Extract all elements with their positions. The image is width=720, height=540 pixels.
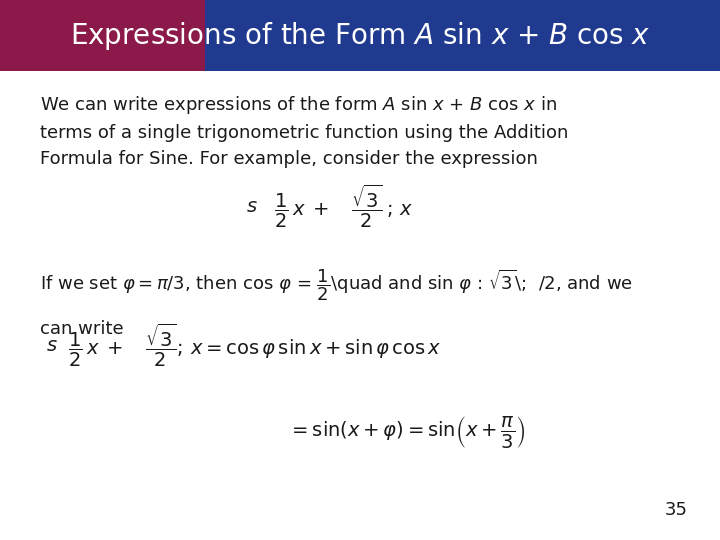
Text: If we set $\varphi = \pi/3$, then cos $\varphi$ = $\dfrac{1}{2}$\quad and sin $\: If we set $\varphi = \pi/3$, then cos $\… — [40, 267, 633, 338]
Text: $\dfrac{1}{2}\,x\; +\quad\dfrac{\sqrt{3}}{2}$$;\, x = \cos\varphi\,\sin x + \sin: $\dfrac{1}{2}\,x\; +\quad\dfrac{\sqrt{3}… — [68, 322, 442, 369]
Text: $s$: $s$ — [46, 336, 58, 355]
Text: $s$: $s$ — [246, 197, 258, 216]
Text: We can write expressions of the form $A$ sin $x$ + $B$ cos $x$ in
terms of a sin: We can write expressions of the form $A$… — [40, 94, 568, 168]
Text: $= \sin(x + \varphi) = \sin\!\left(x + \dfrac{\pi}{3}\right)$: $= \sin(x + \varphi) = \sin\!\left(x + \… — [288, 414, 526, 450]
Text: $\dfrac{1}{2}\,x\; +\quad \dfrac{\sqrt{3}}{2}\,;\, x$: $\dfrac{1}{2}\,x\; +\quad \dfrac{\sqrt{3… — [274, 183, 413, 230]
Text: Expressions of the Form $A$ sin $x$ + $B$ cos $x$: Expressions of the Form $A$ sin $x$ + $B… — [70, 19, 650, 52]
Bar — [0, 0, 205, 71]
Bar — [205, 0, 720, 71]
Text: 35: 35 — [665, 502, 688, 519]
